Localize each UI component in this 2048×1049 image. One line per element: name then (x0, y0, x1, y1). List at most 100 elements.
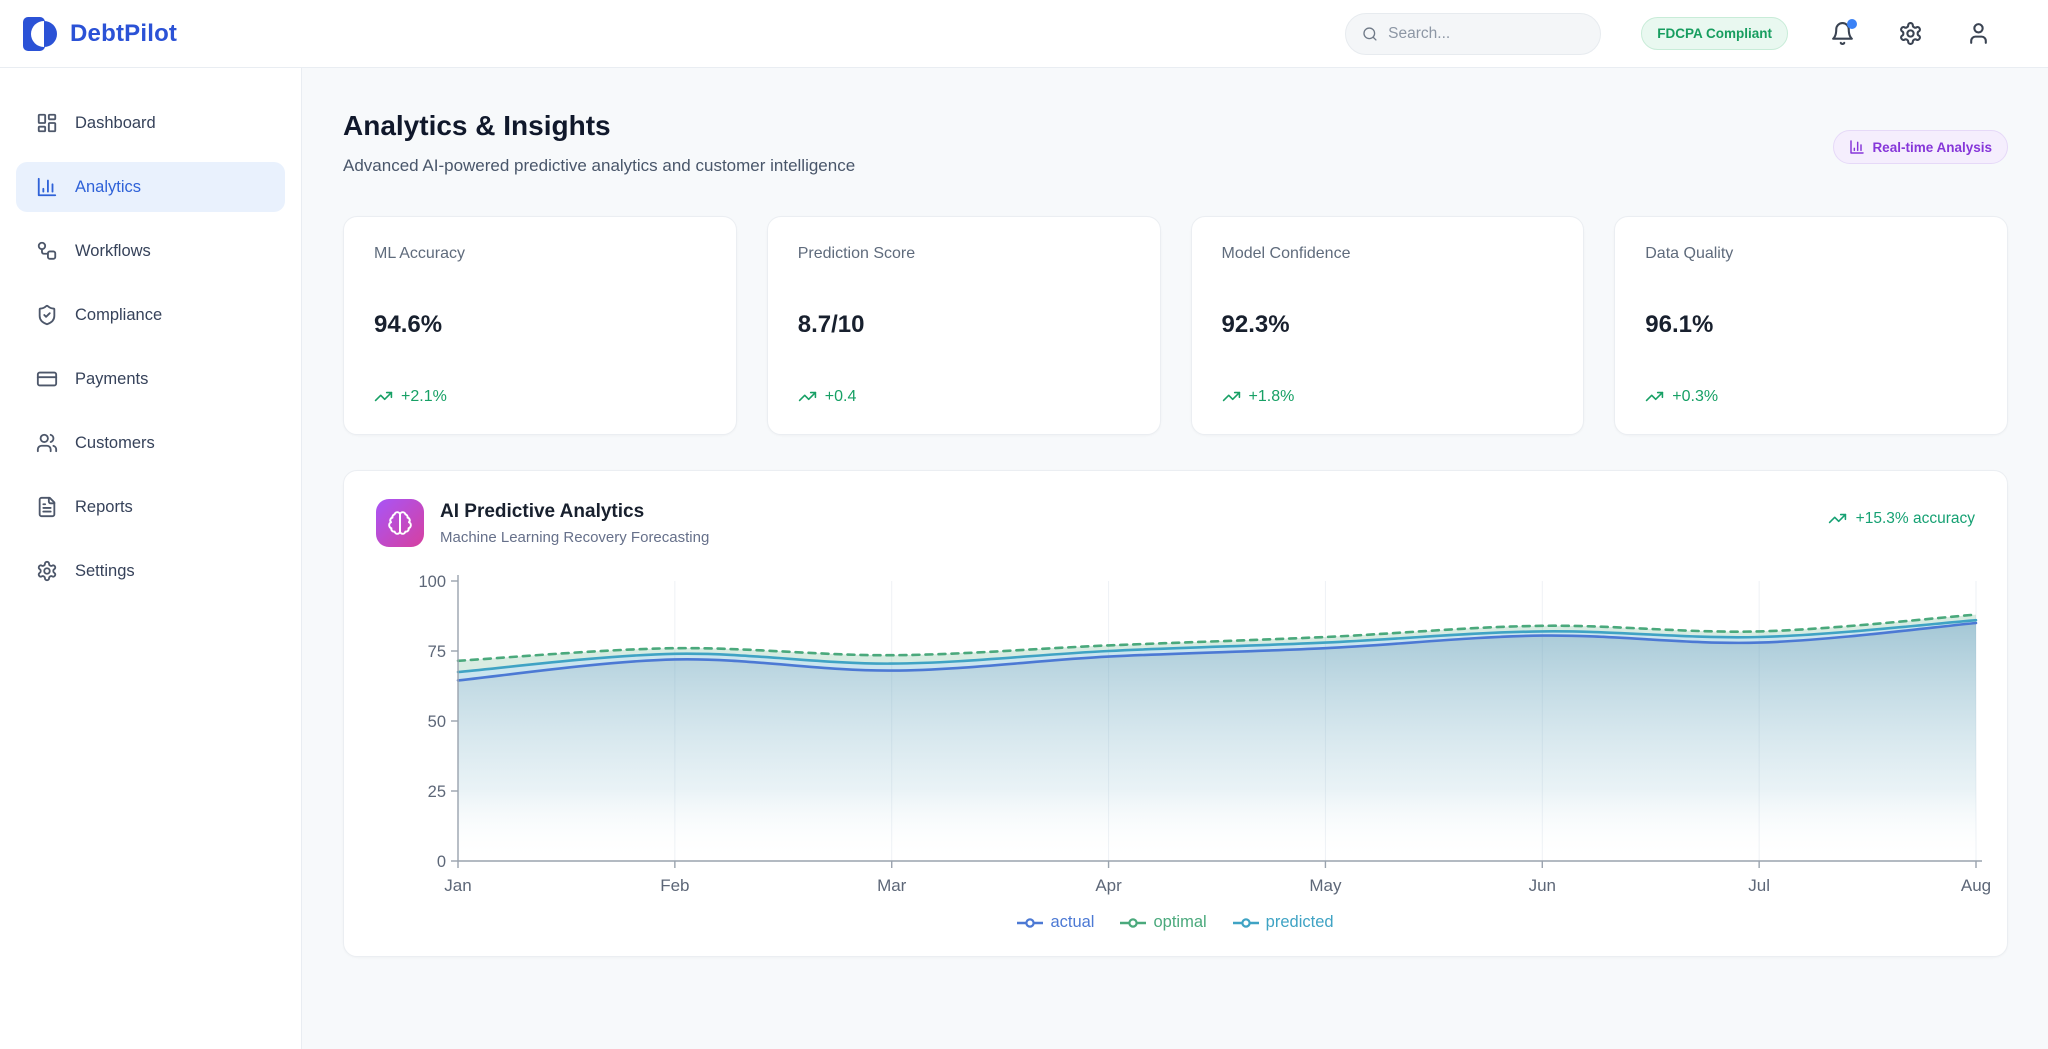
notifications-button[interactable] (1828, 18, 1857, 48)
brand[interactable]: DebtPilot (22, 15, 177, 53)
svg-text:Apr: Apr (1095, 876, 1122, 895)
trending-up-icon (1222, 391, 1240, 402)
users-icon (36, 432, 58, 454)
settings-button[interactable] (1896, 20, 1924, 48)
ai-brain-badge (376, 499, 424, 547)
stat-value: 96.1% (1645, 311, 1714, 338)
search-input[interactable] (1388, 24, 1585, 43)
user-menu-button[interactable] (1964, 20, 1992, 48)
stat-value: 8.7/10 (797, 311, 865, 338)
page-subtitle: Advanced AI-powered predictive analytics… (343, 156, 856, 175)
gear-icon (36, 560, 58, 582)
chart-legend: actual optimal predicted (376, 913, 1975, 936)
sidebar-item-settings[interactable]: Settings (16, 546, 285, 596)
bell-icon (1831, 22, 1853, 45)
notification-dot (1847, 18, 1857, 29)
sidebar-item-label: Settings (75, 561, 135, 580)
legend-marker-icon (1120, 917, 1147, 928)
sidebar-item-label: Compliance (75, 305, 163, 324)
legend-item-actual: actual (1017, 913, 1094, 932)
stat-label: Data Quality (1645, 245, 1734, 262)
svg-text:50: 50 (428, 713, 446, 731)
svg-text:75: 75 (428, 643, 446, 661)
realtime-analysis-label: Real-time Analysis (1872, 139, 1992, 155)
workflow-icon (36, 240, 58, 262)
stat-delta-value: +0.4 (824, 387, 857, 405)
gear-icon (1899, 22, 1921, 45)
brand-name: DebtPilot (70, 19, 178, 47)
user-icon (1969, 23, 1987, 44)
fdcpa-badge: FDCPA Compliant (1641, 17, 1788, 50)
credit-card-icon (36, 368, 58, 390)
trending-up-icon (1828, 513, 1846, 524)
legend-label: optimal (1153, 913, 1207, 931)
stat-card-model-confidence: Model Confidence 92.3% +1.8% (1190, 216, 1585, 435)
stat-card-ml-accuracy: ML Accuracy 94.6% +2.1% (343, 216, 737, 435)
svg-text:Feb: Feb (660, 876, 689, 895)
svg-text:100: 100 (418, 573, 446, 591)
svg-text:May: May (1309, 876, 1342, 895)
search-box[interactable] (1345, 12, 1602, 55)
page-title: Analytics & Insights (343, 110, 611, 141)
stat-delta-value: +1.8% (1248, 387, 1295, 405)
svg-text:Jun: Jun (1529, 876, 1556, 895)
trending-up-icon (374, 391, 393, 402)
sidebar-item-workflows[interactable]: Workflows (16, 226, 285, 276)
sidebar-item-analytics[interactable]: Analytics (16, 162, 285, 212)
legend-marker-icon (1232, 917, 1259, 928)
sidebar-item-payments[interactable]: Payments (16, 354, 285, 404)
legend-item-predicted: predicted (1232, 913, 1334, 932)
debtpilot-logo-icon (23, 16, 57, 51)
fdcpa-badge-label: FDCPA Compliant (1657, 26, 1772, 41)
stats-row: ML Accuracy 94.6% +2.1% Prediction Score… (343, 216, 2008, 435)
sidebar-item-label: Analytics (75, 177, 142, 196)
stat-label: Prediction Score (797, 245, 916, 262)
accuracy-badge: +15.3% accuracy (1828, 509, 1975, 528)
main-content: Analytics & Insights Advanced AI-powered… (302, 68, 2048, 1049)
svg-text:Jan: Jan (444, 876, 471, 895)
legend-marker-icon (1017, 917, 1044, 928)
stat-delta-value: +0.3% (1672, 387, 1719, 405)
sidebar-item-reports[interactable]: Reports (16, 482, 285, 532)
sidebar-item-customers[interactable]: Customers (16, 418, 285, 468)
sidebar-item-dashboard[interactable]: Dashboard (16, 98, 285, 148)
stat-label: ML Accuracy (374, 245, 465, 262)
sidebar-item-label: Workflows (75, 241, 151, 260)
stat-label: Model Confidence (1221, 245, 1351, 262)
sidebar-item-label: Customers (75, 433, 155, 452)
dashboard-icon (36, 112, 58, 134)
realtime-analysis-badge: Real-time Analysis (1833, 130, 2008, 164)
accuracy-label: +15.3% accuracy (1855, 509, 1975, 527)
svg-text:Mar: Mar (877, 876, 907, 895)
legend-label: actual (1050, 913, 1095, 931)
stat-card-data-quality: Data Quality 96.1% +0.3% (1614, 216, 2008, 435)
stat-delta-value: +2.1% (401, 387, 447, 405)
sidebar-item-label: Reports (75, 497, 133, 516)
file-text-icon (36, 496, 58, 518)
top-header: DebtPilot FDCPA Compliant (0, 0, 2048, 68)
trending-up-icon (1646, 391, 1664, 402)
svg-text:Aug: Aug (1961, 876, 1991, 895)
svg-text:Jul: Jul (1748, 876, 1770, 895)
sidebar-item-label: Dashboard (75, 113, 156, 132)
sidebar-item-compliance[interactable]: Compliance (16, 290, 285, 340)
stat-card-prediction-score: Prediction Score 8.7/10 +0.4 (766, 216, 1161, 435)
sidebar: Dashboard Analytics Workflows Compliance… (0, 68, 302, 1049)
stat-value: 92.3% (1221, 311, 1290, 338)
bar-chart-icon (1850, 140, 1865, 154)
shield-check-icon (36, 304, 58, 326)
sidebar-item-label: Payments (75, 369, 149, 388)
svg-text:0: 0 (437, 853, 446, 871)
search-icon (1363, 26, 1377, 41)
legend-label: predicted (1265, 913, 1334, 931)
chart-area: 0 25 50 75 100 Jan Feb Mar Apr May Jun Jul Aug actua… (376, 569, 1991, 936)
forecast-chart: 0 25 50 75 100 Jan Feb Mar Apr May Jun Jul Aug (418, 573, 1991, 895)
legend-item-optimal: optimal (1120, 913, 1207, 932)
trending-up-icon (798, 391, 816, 402)
brain-icon (388, 511, 412, 535)
stat-value: 94.6% (374, 311, 443, 338)
chart-title: AI Predictive Analytics (440, 500, 645, 522)
svg-text:25: 25 (428, 783, 446, 801)
chart-subtitle: Machine Learning Recovery Forecasting (440, 528, 710, 546)
